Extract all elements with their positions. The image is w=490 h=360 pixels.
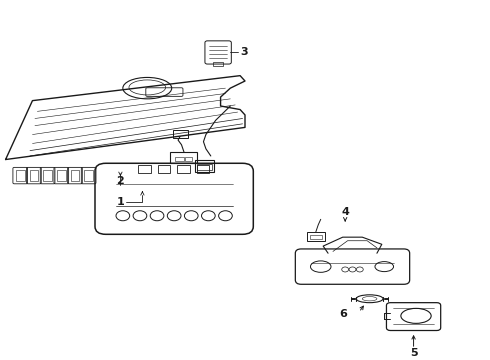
Bar bbox=[57, 170, 66, 181]
Text: 1: 1 bbox=[117, 197, 124, 207]
Text: 6: 6 bbox=[339, 309, 346, 319]
Bar bbox=[175, 157, 184, 162]
Bar bbox=[29, 170, 38, 181]
Bar bbox=[185, 157, 192, 162]
Text: 5: 5 bbox=[410, 348, 417, 358]
Bar bbox=[307, 232, 325, 241]
Text: 4: 4 bbox=[341, 207, 349, 217]
Bar bbox=[43, 170, 52, 181]
Text: 2: 2 bbox=[117, 176, 124, 186]
Bar bbox=[138, 165, 151, 173]
Text: 3: 3 bbox=[241, 47, 248, 57]
Bar bbox=[84, 170, 93, 181]
Bar bbox=[213, 62, 223, 66]
Bar bbox=[196, 165, 209, 173]
Bar bbox=[16, 170, 24, 181]
Bar bbox=[177, 165, 190, 173]
Bar bbox=[173, 130, 188, 138]
Bar bbox=[195, 159, 214, 172]
Bar bbox=[170, 152, 197, 163]
Bar bbox=[197, 164, 212, 170]
Bar bbox=[310, 235, 322, 239]
Bar bbox=[71, 170, 79, 181]
Bar bbox=[158, 165, 170, 173]
